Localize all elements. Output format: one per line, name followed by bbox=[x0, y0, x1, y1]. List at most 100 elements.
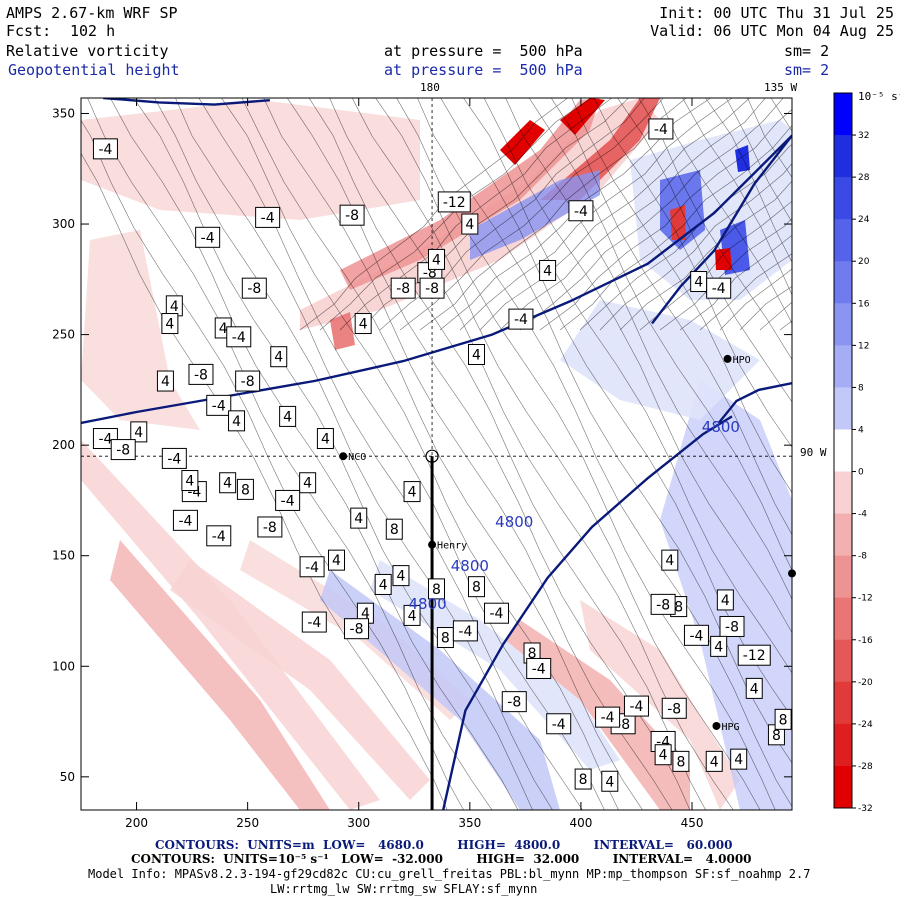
vorticity-label-box bbox=[206, 394, 232, 416]
x-tick-label: 250 bbox=[236, 816, 259, 830]
vorticity-contour-line bbox=[699, 253, 792, 331]
field2-smoothing: sm= 2 bbox=[784, 61, 830, 79]
vorticity-label: 4 bbox=[361, 606, 370, 622]
vorticity-label-box bbox=[299, 556, 325, 578]
vorticity-label: -8 bbox=[507, 695, 521, 711]
vorticity-label-box bbox=[501, 691, 527, 713]
vorticity-label-box bbox=[683, 624, 709, 646]
vorticity-contour-line bbox=[154, 98, 553, 810]
vorticity-label: -8 bbox=[116, 443, 130, 459]
colorbar-frame bbox=[833, 92, 853, 809]
vorticity-label-box bbox=[716, 589, 734, 611]
vorticity-label-box bbox=[737, 644, 771, 666]
vorticity-label-box bbox=[774, 708, 792, 730]
vorticity-label: 4 bbox=[170, 299, 179, 315]
x-tick-label: 300 bbox=[347, 816, 370, 830]
vorticity-label: -8 bbox=[241, 374, 255, 390]
vorticity-label: -8 bbox=[350, 622, 364, 638]
vorticity-label-box bbox=[392, 565, 410, 587]
vorticity-label: 4 bbox=[303, 476, 312, 492]
vorticity-contour-line bbox=[880, 70, 900, 330]
vorticity-label: 4 bbox=[379, 577, 388, 593]
vorticity-label: 8 bbox=[528, 646, 537, 662]
forecast-label: Fcst: bbox=[6, 22, 52, 40]
vorticity-label-box bbox=[428, 578, 445, 600]
vorticity-label-box bbox=[228, 410, 246, 432]
vorticity-label: 4 bbox=[354, 511, 363, 527]
vorticity-label-box bbox=[92, 138, 118, 160]
height-contour-line bbox=[103, 98, 270, 106]
y-tick-label: 200 bbox=[52, 438, 75, 452]
colorbar-label: -16 bbox=[858, 636, 873, 646]
stations: NCO Henry HPG HPO bbox=[339, 354, 796, 733]
vorticity-label-box bbox=[316, 428, 334, 450]
vorticity-label: 8 bbox=[472, 580, 481, 596]
vorticity-label: 4 bbox=[408, 485, 417, 501]
vorticity-label-box bbox=[374, 573, 392, 595]
vorticity-contour-line bbox=[375, 98, 776, 810]
y-tick-label: 250 bbox=[52, 328, 75, 342]
vorticity-label-box bbox=[270, 346, 288, 368]
vorticity-label: -12 bbox=[743, 648, 766, 664]
vorticity-label-box bbox=[730, 748, 748, 770]
vorticity-contour-line bbox=[241, 98, 643, 810]
x-tick-label: 450 bbox=[681, 816, 704, 830]
field2-name: Geopotential height bbox=[8, 61, 180, 79]
vorticity-label-box bbox=[206, 525, 232, 547]
vorticity-label: -12 bbox=[443, 195, 466, 211]
vorticity-contour-line bbox=[109, 98, 519, 810]
vorticity-contour-line bbox=[419, 98, 687, 331]
colorbar-label: 32 bbox=[858, 131, 869, 141]
vorticity-contour-line bbox=[571, 98, 792, 494]
vorticity-label-box bbox=[195, 226, 221, 248]
vorticity-label: -4 bbox=[261, 210, 275, 226]
vorticity-label: -4 bbox=[98, 142, 112, 158]
colorbar-swatch bbox=[834, 177, 852, 220]
field1-name: Relative vorticity bbox=[6, 42, 169, 60]
vorticity-label: -4 bbox=[629, 699, 643, 715]
vorticity-label: 8 bbox=[441, 631, 450, 647]
vorticity-contour-line bbox=[528, 98, 792, 571]
vorticity-label-box bbox=[539, 259, 557, 281]
vorticity-label: 4 bbox=[408, 608, 417, 624]
vorticity-label: -4 bbox=[490, 606, 504, 622]
vorticity-contour-line bbox=[725, 98, 792, 223]
plot-frame bbox=[80, 97, 793, 811]
vorticity-label: -8 bbox=[396, 281, 410, 297]
vorticity-label-box bbox=[241, 277, 267, 299]
right-longitude-90w: 90 W bbox=[800, 446, 827, 459]
colorbar-label: -20 bbox=[858, 678, 873, 688]
vorticity-label: 8 bbox=[579, 772, 588, 788]
vorticity-contour-line bbox=[351, 98, 761, 810]
vorticity-label: 4 bbox=[321, 432, 330, 448]
colorbar-swatch bbox=[834, 387, 852, 430]
height-contour-line bbox=[651, 134, 792, 325]
vorticity-label-box bbox=[546, 713, 572, 735]
colorbar-swatch bbox=[834, 219, 852, 262]
vorticity-label: 4 bbox=[605, 774, 614, 790]
vorticity-label: -8 bbox=[425, 281, 439, 297]
vorticity-label: 4 bbox=[396, 569, 405, 585]
vorticity-contour-line bbox=[339, 98, 613, 331]
vorticity-label: -4 bbox=[574, 204, 588, 220]
vorticity-label: 8 bbox=[241, 482, 250, 498]
vorticity-label-box bbox=[188, 363, 214, 385]
vorticity-label-box bbox=[574, 768, 592, 790]
vorticity-label: 4 bbox=[332, 553, 341, 569]
vorticity-label-box bbox=[110, 439, 136, 461]
vorticity-label-box bbox=[508, 308, 534, 330]
station-marker bbox=[723, 354, 732, 363]
vorticity-label: -8 bbox=[263, 520, 277, 536]
top-longitude-135w: 135 W bbox=[764, 81, 798, 94]
vorticity-label-box bbox=[257, 516, 283, 538]
vorticity-shading bbox=[81, 70, 900, 810]
vorticity-label: -8 bbox=[667, 701, 681, 717]
vorticity-label-box bbox=[437, 191, 471, 213]
vorticity-contour-line bbox=[479, 98, 751, 331]
colorbar-swatch bbox=[834, 93, 852, 136]
vorticity-label-box bbox=[672, 750, 690, 772]
vorticity-label: 8 bbox=[779, 712, 788, 728]
vorticity-label-box bbox=[526, 657, 552, 679]
vorticity-contour-line bbox=[81, 152, 448, 810]
